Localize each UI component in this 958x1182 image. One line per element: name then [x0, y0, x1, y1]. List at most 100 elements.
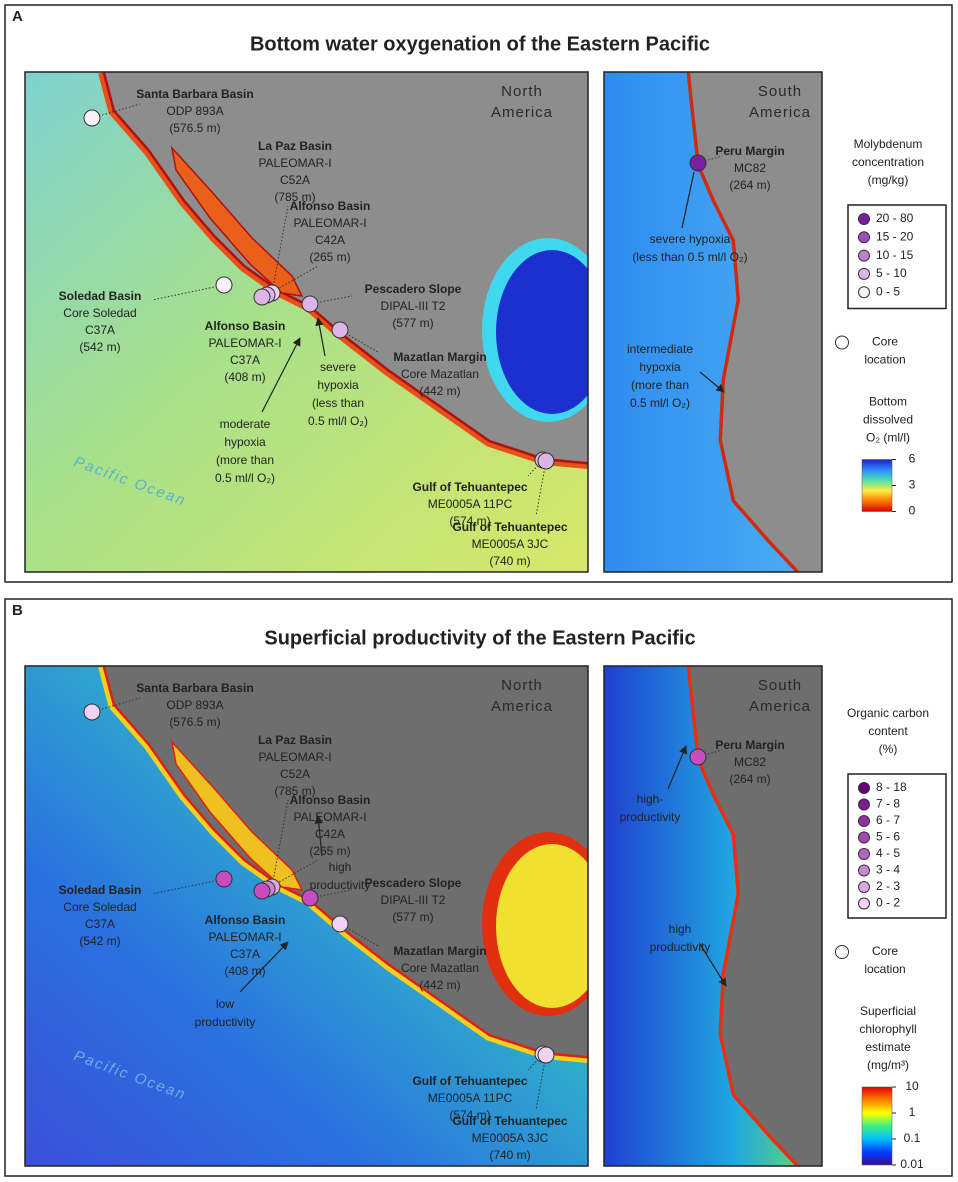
region-label: America [491, 104, 553, 121]
site-detail: C37A [230, 353, 260, 367]
site-name: Santa Barbara Basin [136, 87, 253, 101]
legend-title: concentration [852, 155, 924, 169]
site-detail: PALEOMAR-I [208, 930, 281, 944]
colorbar-title: dissolved [863, 413, 913, 427]
site-name: Gulf of Tehuantepec [452, 1114, 567, 1128]
site-detail: PALEOMAR-I [293, 810, 366, 824]
site-detail: (576.5 m) [169, 121, 220, 135]
site-detail: (740 m) [489, 1148, 530, 1162]
region-label: North [501, 83, 543, 100]
annotation: moderate [220, 417, 271, 431]
annotation-arrow [681, 171, 695, 229]
site-detail: Core Soledad [63, 900, 136, 914]
core-site-marker [301, 295, 319, 313]
legend-swatch [858, 815, 870, 827]
site-detail: Core Soledad [63, 306, 136, 320]
legend-label: 7 - 8 [876, 797, 900, 811]
site-detail: PALEOMAR-I [293, 216, 366, 230]
gulf-of-mexico [496, 844, 588, 1008]
legend-core-label: Core [872, 944, 898, 958]
core-site-marker [301, 889, 319, 907]
site-detail: MC82 [734, 161, 766, 175]
core-site-marker [331, 915, 349, 933]
legend-title: Molybdenum [854, 137, 923, 151]
annotation: hypoxia [317, 378, 359, 392]
region-label: South [758, 677, 802, 694]
colorbar [861, 459, 893, 512]
site-name: La Paz Basin [258, 139, 332, 153]
gulf-of-mexico [496, 250, 588, 414]
site-detail: (577 m) [392, 910, 433, 924]
annotation: high [669, 922, 692, 936]
core-site-marker [537, 1046, 555, 1064]
south-map [604, 72, 822, 572]
site-detail: ME0005A 3JC [472, 1131, 549, 1145]
site-detail: C42A [315, 233, 345, 247]
annotation: 0.5 ml/l O₂) [308, 414, 368, 428]
annotation: severe [320, 360, 356, 374]
site-detail: C42A [315, 827, 345, 841]
site-detail: Core Mazatlan [401, 961, 479, 975]
legend-label: 20 - 80 [876, 211, 914, 225]
annotation: productivity [650, 940, 711, 954]
site-detail: (264 m) [729, 178, 770, 192]
site-name: Gulf of Tehuantepec [452, 520, 567, 534]
legend-swatch [858, 848, 870, 860]
gulf-of-california [170, 145, 304, 297]
site-detail: (265 m) [309, 844, 350, 858]
legend-swatch [858, 249, 870, 262]
annotation: severe hypoxia [650, 232, 731, 246]
legend-title: (mg/kg) [868, 173, 909, 187]
annotation: 0.5 ml/l O₂) [215, 471, 275, 485]
leader-line [266, 859, 319, 890]
leader-line [535, 460, 547, 517]
legend-box [847, 773, 947, 919]
colorbar-title: (mg/m³) [867, 1058, 909, 1072]
legend-core-marker [835, 945, 849, 959]
leader-line [266, 265, 319, 296]
annotation: (less than [312, 396, 364, 410]
annotation: hypoxia [639, 360, 681, 374]
legend-label: 4 - 5 [876, 846, 900, 860]
core-site-marker [537, 452, 555, 470]
legend-swatch [858, 267, 870, 280]
legend-core-marker [835, 335, 849, 350]
core-site-marker [253, 882, 271, 900]
annotation-arrow [667, 745, 687, 790]
annotation-arrow [315, 317, 326, 357]
land [105, 666, 588, 1056]
annotation: (more than [631, 378, 689, 392]
legend-label: 3 - 4 [876, 863, 900, 877]
site-detail: (442 m) [419, 978, 460, 992]
land [105, 72, 588, 462]
site-name: Peru Margin [715, 738, 784, 752]
site-detail: (785 m) [274, 190, 315, 204]
site-detail: ODP 893A [166, 104, 223, 118]
map-frame [24, 665, 589, 1167]
leader-line [271, 799, 289, 888]
legend-core-label: Core [872, 335, 898, 349]
legend-core-label: location [864, 962, 905, 976]
annotation-arrow [314, 815, 323, 857]
annotation: hypoxia [224, 435, 266, 449]
annotation: intermediate [627, 342, 693, 356]
colorbar-tick-label: 0 [909, 504, 916, 518]
core-site-marker [215, 276, 233, 294]
annotation: productivity [310, 878, 371, 892]
panel-letter: B [12, 602, 23, 619]
site-detail: (542 m) [79, 934, 120, 948]
site-detail: C37A [85, 917, 115, 931]
site-detail: ME0005A 11PC [428, 497, 513, 511]
annotation: (more than [216, 453, 274, 467]
site-detail: C37A [230, 947, 260, 961]
site-detail: (442 m) [419, 384, 460, 398]
north-map [25, 666, 588, 1166]
site-detail: (408 m) [224, 964, 265, 978]
legend-swatch [858, 231, 870, 244]
legend-swatch [858, 286, 870, 299]
site-detail: (265 m) [309, 250, 350, 264]
legend-label: 0 - 5 [876, 284, 900, 298]
site-detail: C52A [280, 173, 310, 187]
site-detail: PALEOMAR-I [258, 156, 331, 170]
site-name: Alfonso Basin [205, 913, 286, 927]
